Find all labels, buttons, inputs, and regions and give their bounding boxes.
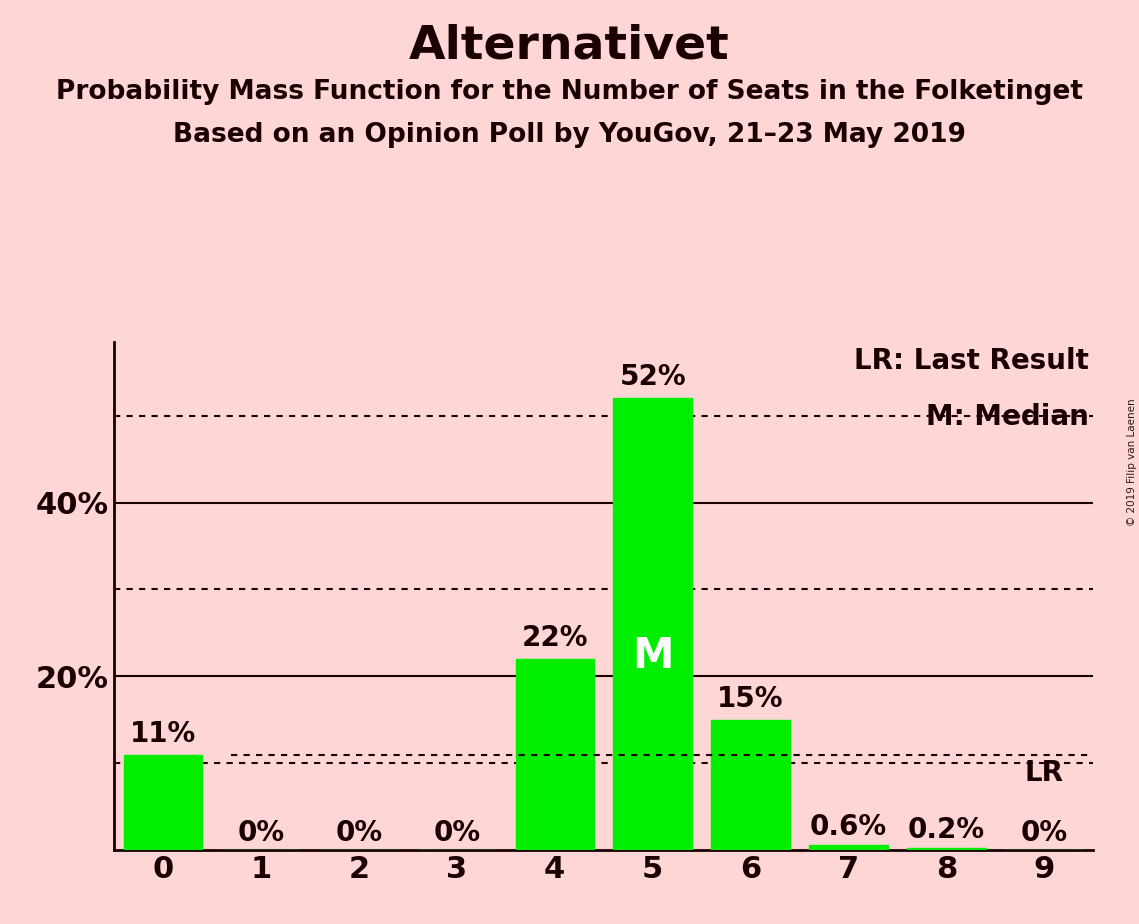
Text: M: M bbox=[632, 635, 673, 677]
Text: LR: Last Result: LR: Last Result bbox=[853, 346, 1089, 375]
Text: 52%: 52% bbox=[620, 363, 686, 392]
Text: 0%: 0% bbox=[335, 819, 383, 846]
Text: 11%: 11% bbox=[130, 720, 196, 748]
Text: 22%: 22% bbox=[522, 624, 588, 652]
Bar bbox=[712, 720, 789, 850]
Text: M: Median: M: Median bbox=[926, 403, 1089, 431]
Text: 0%: 0% bbox=[1021, 819, 1068, 846]
Text: 0%: 0% bbox=[433, 819, 481, 846]
Bar bbox=[614, 398, 691, 850]
Bar bbox=[124, 755, 202, 850]
Text: Alternativet: Alternativet bbox=[409, 23, 730, 68]
Text: 0%: 0% bbox=[237, 819, 285, 846]
Bar bbox=[516, 659, 593, 850]
Text: Based on an Opinion Poll by YouGov, 21–23 May 2019: Based on an Opinion Poll by YouGov, 21–2… bbox=[173, 122, 966, 148]
Bar bbox=[810, 845, 887, 850]
Bar bbox=[908, 848, 985, 850]
Text: 0.6%: 0.6% bbox=[810, 812, 887, 841]
Text: 0.2%: 0.2% bbox=[908, 816, 985, 844]
Text: © 2019 Filip van Laenen: © 2019 Filip van Laenen bbox=[1126, 398, 1137, 526]
Text: LR: LR bbox=[1025, 759, 1064, 787]
Text: Probability Mass Function for the Number of Seats in the Folketinget: Probability Mass Function for the Number… bbox=[56, 79, 1083, 104]
Text: 15%: 15% bbox=[718, 685, 784, 712]
